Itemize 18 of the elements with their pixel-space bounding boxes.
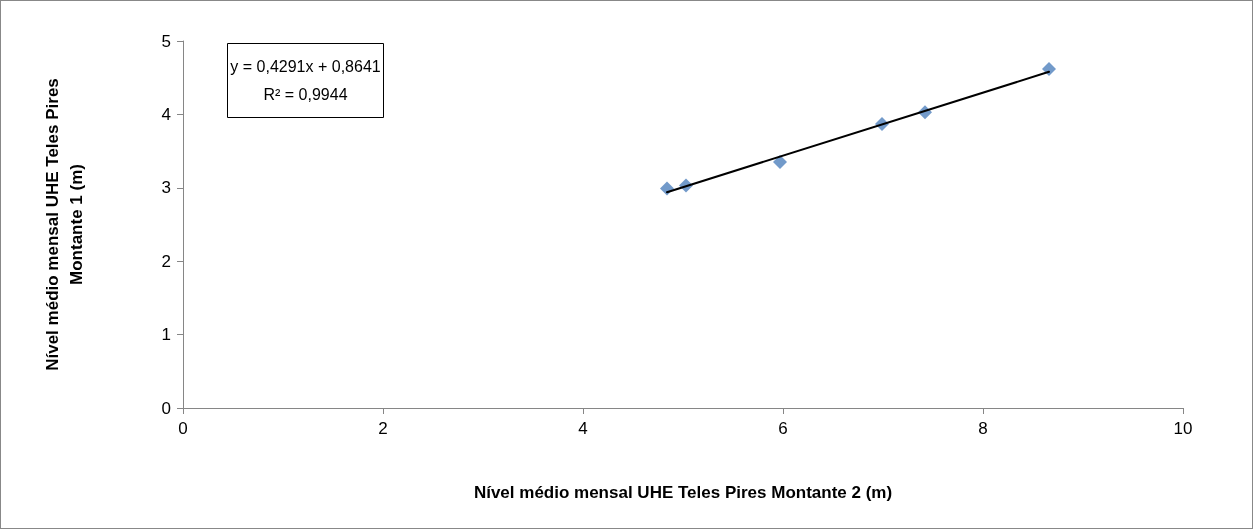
y-axis-title: Nível médio mensal UHE Teles Pires Montante 1 (m): [42, 78, 86, 371]
annotation: y = 0,4291x + 0,8641: [230, 58, 381, 75]
y-tick-label: 0: [161, 398, 171, 418]
y-tick-label: 1: [161, 325, 171, 345]
x-tick-label: 2: [378, 419, 388, 438]
x-tick-label: 6: [778, 419, 788, 438]
y-tick-label: 4: [161, 104, 171, 124]
point: [773, 155, 787, 170]
point: [1042, 61, 1056, 76]
x-axis-title: Nível médio mensal UHE Teles Pires Montante 2 (m): [473, 482, 893, 502]
y-tick-label: 5: [161, 31, 171, 51]
x-tick-label: 8: [978, 419, 988, 438]
x-tick-label: 0: [178, 419, 188, 438]
annotation: R² = 0,9944: [263, 86, 348, 103]
x-tick-label: 10: [1173, 419, 1193, 438]
x-tick-label: 4: [578, 419, 588, 438]
y-tick-label: 2: [161, 251, 171, 271]
y-tick-label: 3: [161, 178, 171, 198]
